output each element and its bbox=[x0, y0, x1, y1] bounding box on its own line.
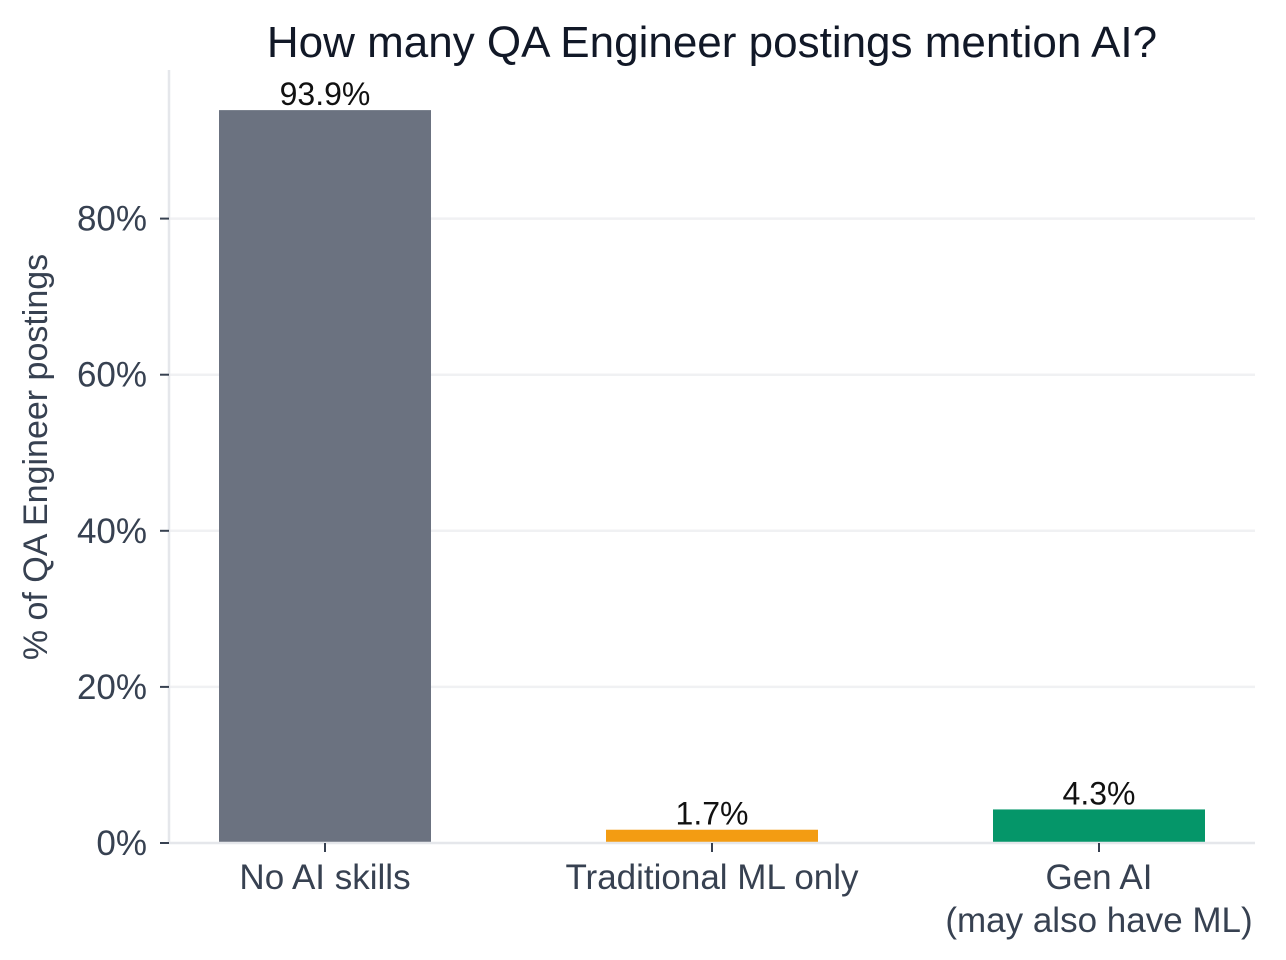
bar-value-label: 93.9% bbox=[280, 76, 371, 112]
y-tick-label: 80% bbox=[77, 200, 147, 239]
bar bbox=[606, 829, 818, 843]
bar bbox=[993, 809, 1205, 843]
x-ticks: No AI skills Traditional ML only Gen AI (ma… bbox=[239, 843, 1253, 940]
y-tick-label: 40% bbox=[77, 512, 147, 551]
data-labels: 93.9% 1.7% 4.3% bbox=[280, 76, 1136, 832]
bar-value-label: 4.3% bbox=[1063, 775, 1136, 811]
y-ticks: 0% 20% 40% 60% 80% bbox=[77, 200, 169, 863]
bar bbox=[219, 110, 431, 844]
bars bbox=[219, 110, 1205, 844]
y-tick-label: 20% bbox=[77, 668, 147, 707]
y-axis-label: % of QA Engineer postings bbox=[17, 254, 55, 660]
x-tick-label: No AI skills bbox=[239, 858, 410, 897]
x-tick-label: Traditional ML only bbox=[565, 858, 859, 897]
y-tick-label: 0% bbox=[96, 824, 147, 863]
x-tick-label: Gen AI bbox=[1045, 858, 1152, 897]
y-tick-label: 60% bbox=[77, 356, 147, 395]
x-tick-label: (may also have ML) bbox=[945, 901, 1252, 940]
chart-title: How many QA Engineer postings mention AI… bbox=[267, 18, 1157, 67]
bar-value-label: 1.7% bbox=[676, 796, 749, 832]
